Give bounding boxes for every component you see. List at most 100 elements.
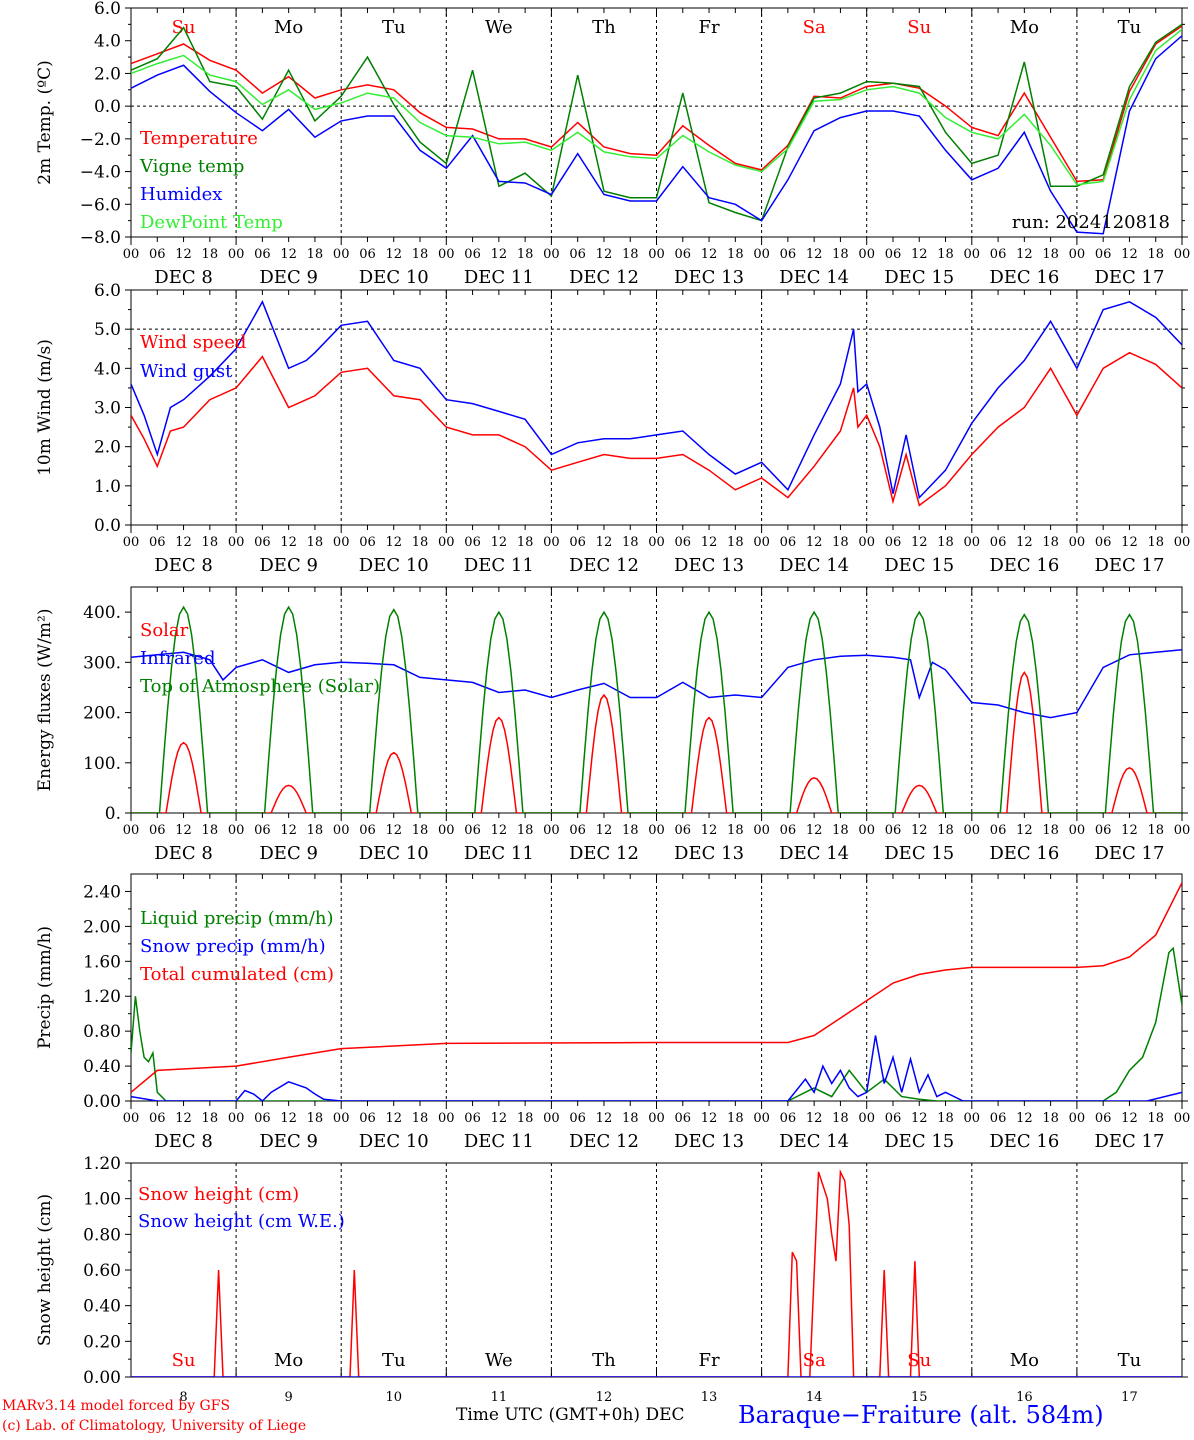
- panel-temp-date-label: DEC 13: [674, 267, 744, 288]
- panel-precip-hour-label: 06: [780, 1111, 797, 1126]
- panel-energy-ytick-label: 300.: [83, 653, 121, 673]
- panel-temp-ylabel: 2m Temp. (ºC): [35, 60, 55, 185]
- panel-temp-hour-label: 12: [385, 247, 402, 262]
- panel-temp-ytick-label: 6.0: [94, 0, 121, 19]
- panel-energy-hour-label: 00: [333, 823, 350, 838]
- panel-wind-ylabel: 10m Wind (m/s): [35, 339, 55, 476]
- panel-energy-hour-label: 12: [385, 823, 402, 838]
- panel-precip-date-label: DEC 17: [1094, 1131, 1164, 1152]
- panel-temp-hour-label: 00: [543, 247, 560, 262]
- panel-temp-date-label: DEC 11: [464, 267, 534, 288]
- panel-temp-hour-label: 12: [701, 247, 718, 262]
- panel-snow-daynum-label: 14: [806, 1390, 823, 1405]
- panel-wind-hour-label: 06: [1095, 535, 1112, 550]
- panel-precip-hour-label: 06: [1095, 1111, 1112, 1126]
- panel-precip-date-label: DEC 12: [569, 1131, 639, 1152]
- panel-temp-hour-label: 18: [307, 247, 324, 262]
- panel-wind-hour-label: 18: [517, 535, 534, 550]
- panel-precip-hour-label: 12: [491, 1111, 508, 1126]
- panel-snow-weekday-label: Mo: [1010, 1350, 1039, 1371]
- panel-wind-ytick-label: 0.0: [94, 516, 121, 536]
- panel-wind-hour-label: 18: [1042, 535, 1059, 550]
- panel-wind-hour-label: 06: [780, 535, 797, 550]
- panel-precip-hour-label: 06: [254, 1111, 271, 1126]
- panel-temp-hour-label: 18: [517, 247, 534, 262]
- panel-wind-date-label: DEC 9: [259, 555, 318, 576]
- panel-wind-hour-label: 18: [622, 535, 639, 550]
- panel-temp-ytick-label: 0.0: [94, 97, 121, 117]
- panel-energy-hour-label: 00: [648, 823, 665, 838]
- panel-wind-hour-label: 12: [491, 535, 508, 550]
- panel-temp-ytick-label: −4.0: [80, 163, 121, 183]
- time-axis-label: Time UTC (GMT+0h) DEC: [456, 1405, 685, 1425]
- panel-precip-ytick-label: 0.40: [83, 1057, 121, 1077]
- panel-snow-legend-entry: Snow height (cm W.E.): [138, 1211, 345, 1232]
- panel-temp-date-label: DEC 8: [154, 267, 213, 288]
- panel-wind-series-wind-speed: [131, 351, 1182, 507]
- panel-energy-hour-label: 06: [359, 823, 376, 838]
- panel-temp-hour-label: 00: [228, 247, 245, 262]
- panel-precip-hour-label: 12: [596, 1111, 613, 1126]
- panel-precip-hour-label: 18: [307, 1111, 324, 1126]
- panel-snow-daynum-label: 9: [285, 1390, 293, 1405]
- panel-temp-hour-label: 00: [964, 247, 981, 262]
- time-axis-title: Time UTC (GMT+0h): [456, 1405, 641, 1425]
- panel-precip-ytick-label: 0.80: [83, 1022, 121, 1042]
- panel-temp-hour-label: 00: [1174, 247, 1191, 262]
- panel-precip-hour-label: 00: [228, 1111, 245, 1126]
- panel-snow-daynum-label: 15: [911, 1390, 928, 1405]
- credit-line-2: (c) Lab. of Climatology, University of L…: [2, 1418, 307, 1434]
- panel-energy-hour-label: 00: [964, 823, 981, 838]
- panel-temp-legend-entry: DewPoint Temp: [140, 212, 283, 233]
- panel-energy-series-top-of-atmosphere-solar: [131, 605, 1182, 813]
- panel-temp-date-label: DEC 16: [989, 267, 1059, 288]
- panel-temp-hour-label: 06: [254, 247, 271, 262]
- panel-energy-hour-label: 00: [753, 823, 770, 838]
- panel-temp-ytick-label: 4.0: [94, 32, 121, 52]
- panel-wind-hour-label: 06: [254, 535, 271, 550]
- panel-energy-series-solar: [131, 670, 1182, 813]
- panel-temp-weekday-label: Tu: [1118, 17, 1142, 38]
- panel-temp-weekday-label: Sa: [803, 17, 826, 38]
- panel-wind-date-label: DEC 17: [1094, 555, 1164, 576]
- panel-temp-hour-label: 18: [832, 247, 849, 262]
- panel-snow-ytick-label: 1.00: [83, 1190, 121, 1210]
- panel-energy-hour-label: 12: [911, 823, 928, 838]
- panel-precip-legend-entry: Snow precip (mm/h): [140, 936, 326, 957]
- panel-temp-date-label: DEC 10: [359, 267, 429, 288]
- panel-temp-hour-label: 06: [149, 247, 166, 262]
- panel-snow-ytick-label: 0.80: [83, 1225, 121, 1245]
- panel-wind-hour-label: 00: [123, 535, 140, 550]
- panel-precip-date-label: DEC 9: [259, 1131, 318, 1152]
- panel-snow-daynum-label: 11: [491, 1390, 508, 1405]
- panel-energy-date-label: DEC 13: [674, 843, 744, 864]
- panel-energy-date-label: DEC 11: [464, 843, 534, 864]
- panel-snow-weekday-label: Th: [592, 1350, 616, 1371]
- panel-energy-hour-label: 18: [1042, 823, 1059, 838]
- panel-energy-hour-label: 06: [780, 823, 797, 838]
- panel-wind-ytick-label: 4.0: [94, 359, 121, 379]
- panel-precip-hour-label: 18: [1042, 1111, 1059, 1126]
- panel-energy-ytick-label: 400.: [83, 603, 121, 623]
- panel-precip-ytick-label: 2.00: [83, 917, 121, 937]
- panel-wind-legend-entry: Wind speed: [140, 332, 246, 353]
- panel-precip-hour-label: 18: [412, 1111, 429, 1126]
- panel-wind-date-label: DEC 16: [989, 555, 1059, 576]
- panel-temp-date-label: DEC 15: [884, 267, 954, 288]
- panel-precip-series-snow-precip-mm-h: [131, 1035, 1182, 1101]
- panel-snow-daynum-label: 8: [179, 1390, 187, 1405]
- panel-temp-date-label: DEC 17: [1094, 267, 1164, 288]
- panel-precip-hour-label: 06: [464, 1111, 481, 1126]
- panel-temp-hour-label: 06: [780, 247, 797, 262]
- panel-precip-hour-label: 12: [701, 1111, 718, 1126]
- panel-energy-hour-label: 18: [727, 823, 744, 838]
- panel-wind-hour-label: 00: [228, 535, 245, 550]
- panel-wind-hour-label: 18: [202, 535, 219, 550]
- panel-snow-daynum-label: 12: [596, 1390, 613, 1405]
- panel-wind-hour-label: 18: [307, 535, 324, 550]
- panel-snow-ylabel: Snow height (cm): [35, 1194, 55, 1346]
- panel-temp-hour-label: 18: [202, 247, 219, 262]
- panel-temp-hour-label: 06: [885, 247, 902, 262]
- panel-wind-hour-label: 06: [149, 535, 166, 550]
- panel-energy-date-label: DEC 17: [1094, 843, 1164, 864]
